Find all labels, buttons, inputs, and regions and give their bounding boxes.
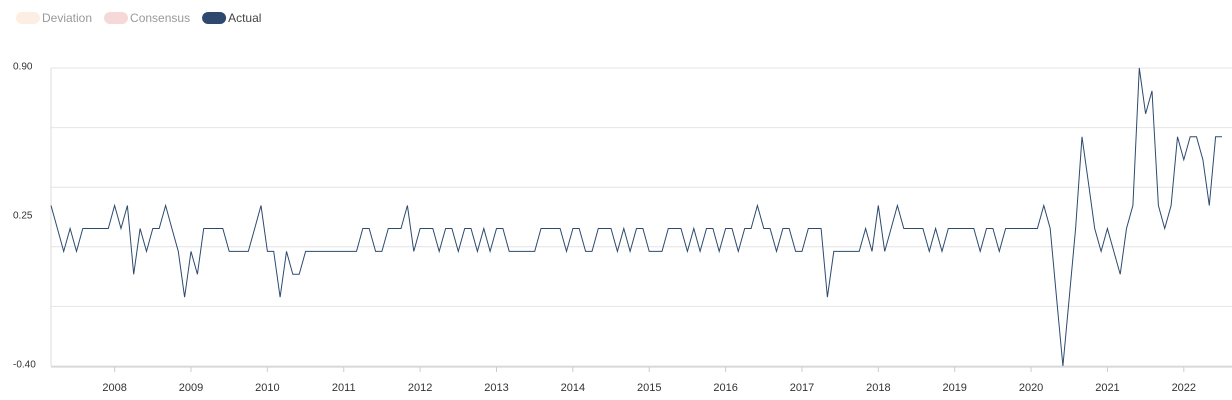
legend-swatch (104, 12, 129, 24)
legend-label: Consensus (130, 11, 190, 25)
y-tick-label: 0.90 (13, 62, 33, 73)
x-tick-label: 2017 (790, 382, 814, 394)
x-tick-label: 2012 (408, 382, 432, 394)
legend-label: Deviation (42, 11, 92, 25)
x-tick-label: 2018 (866, 382, 890, 394)
legend-swatch (202, 12, 227, 24)
x-tick-label: 2021 (1095, 382, 1119, 394)
line-series (50, 67, 1222, 367)
x-tick-label: 2020 (1019, 382, 1043, 394)
x-tick-label: 2016 (713, 382, 737, 394)
x-tick-label: 2015 (637, 382, 661, 394)
y-tick-label: 0.25 (13, 211, 33, 222)
x-tick-label: 2014 (561, 382, 585, 394)
legend-swatch (16, 12, 40, 24)
y-tick-label: -0.40 (13, 360, 36, 371)
x-tick-label: 2022 (1172, 382, 1196, 394)
x-tick-label: 2010 (255, 382, 279, 394)
x-tick-label: 2008 (102, 382, 126, 394)
x-tick-label: 2013 (484, 382, 508, 394)
x-tick-label: 2019 (942, 382, 966, 394)
x-tick-label: 2009 (179, 382, 203, 394)
x-tick-label: 2011 (332, 382, 356, 394)
legend-label: Actual (228, 11, 261, 25)
